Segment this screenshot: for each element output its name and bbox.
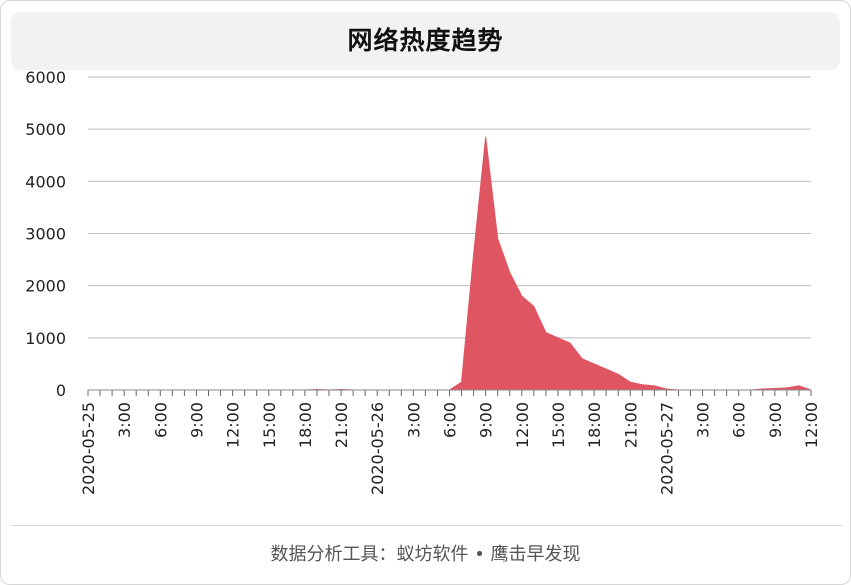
x-tick-label: 12:00 bbox=[224, 402, 243, 448]
x-tick-label: 18:00 bbox=[296, 402, 315, 448]
x-tick-label: 12:00 bbox=[802, 402, 821, 448]
x-tick-label: 9:00 bbox=[477, 402, 496, 438]
x-tick-label: 6:00 bbox=[441, 402, 460, 438]
x-tick-label: 3:00 bbox=[115, 402, 134, 438]
footer-source-text: 数据分析工具：蚁坊软件 • 鹰击早发现 bbox=[270, 544, 581, 565]
x-tick-label: 2020-05-25 bbox=[79, 402, 98, 495]
x-tick-label: 2020-05-27 bbox=[657, 402, 676, 495]
x-tick-label: 15:00 bbox=[260, 402, 279, 448]
y-tick-label: 6000 bbox=[25, 68, 66, 87]
y-tick-label: 0 bbox=[56, 381, 66, 400]
title-bar: 网络热度趋势 bbox=[11, 12, 840, 70]
x-tick-label: 9:00 bbox=[766, 402, 785, 438]
x-tick-label: 2020-05-26 bbox=[368, 402, 387, 495]
x-tick-label: 6:00 bbox=[730, 402, 749, 438]
x-tick-label: 6:00 bbox=[151, 402, 170, 438]
x-tick-label: 18:00 bbox=[585, 402, 604, 448]
x-tick-label: 9:00 bbox=[187, 402, 206, 438]
footer-divider bbox=[11, 525, 842, 526]
x-tick-label: 3:00 bbox=[694, 402, 713, 438]
chart-title: 网络热度趋势 bbox=[347, 26, 504, 55]
y-tick-label: 4000 bbox=[25, 172, 66, 191]
x-tick-label: 3:00 bbox=[404, 402, 423, 438]
y-tick-label: 1000 bbox=[25, 329, 66, 348]
y-tick-label: 2000 bbox=[25, 277, 66, 296]
x-tick-label: 21:00 bbox=[621, 402, 640, 448]
x-tick-label: 15:00 bbox=[549, 402, 568, 448]
series-area bbox=[87, 136, 812, 391]
x-tick-label: 12:00 bbox=[513, 402, 532, 448]
x-tick-label: 21:00 bbox=[332, 402, 351, 448]
y-tick-label: 5000 bbox=[25, 120, 66, 139]
y-tick-label: 3000 bbox=[25, 225, 66, 244]
